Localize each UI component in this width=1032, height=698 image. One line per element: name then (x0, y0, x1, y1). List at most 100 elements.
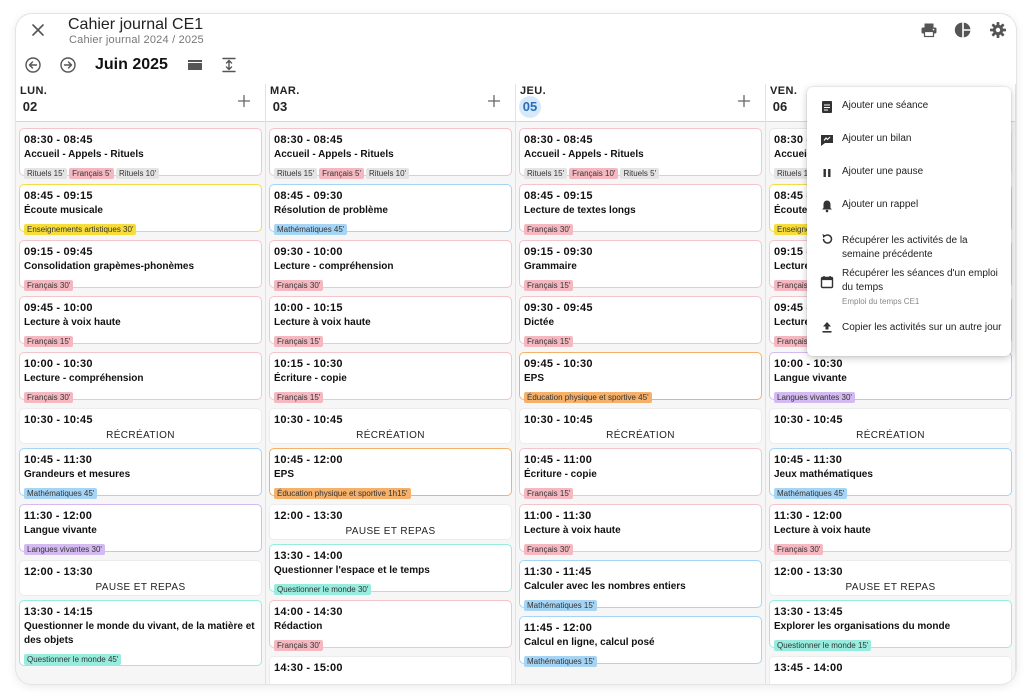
activity-time: 09:45 - 10:00 (24, 302, 93, 314)
add-icon[interactable] (487, 94, 501, 108)
page-title: Cahier journal CE1 (68, 16, 204, 33)
subject-tag: Français 30' (274, 280, 324, 291)
menu-item-label: Récupérer les séances d'un emploi du tem… (842, 267, 1002, 307)
activity-card[interactable]: 14:30 - 15:00 (269, 656, 512, 684)
activity-card[interactable]: 08:30 - 08:45 Accueil - Appels - Rituels R… (19, 128, 262, 179)
activity-time: 10:30 - 10:45 (524, 414, 593, 426)
activity-card[interactable]: 13:30 - 14:00 Questionner l'espace et le … (269, 544, 512, 595)
printer-icon[interactable] (920, 21, 938, 39)
activity-card[interactable]: 11:30 - 12:00 Langue vivante Langues vivan… (19, 504, 262, 555)
subject-tags: Éducation physique et sportive 1h15' (274, 483, 507, 501)
subject-tags: Français 30' (24, 387, 257, 405)
day-column: 08:30 - 08:45 Accueil - Appels - Rituels R… (16, 122, 266, 684)
activity-time: 10:45 - 12:00 (274, 454, 343, 466)
gear-icon[interactable] (989, 21, 1007, 39)
activity-name: Écriture - copie (524, 469, 597, 480)
subject-tags: Rituels 15' Français 5' Rituels 10' (274, 163, 507, 181)
activity-card[interactable]: 10:45 - 12:00 EPS Éducation physique et sp… (269, 448, 512, 499)
activity-name: Écriture - copie (274, 373, 347, 384)
title-bar: Cahier journal CE1 Cahier journal 2024 /… (16, 14, 1016, 56)
activity-card[interactable]: 11:45 - 12:00 Calcul en ligne, calcul pos… (519, 616, 762, 667)
activity-name: Grammaire (524, 261, 577, 272)
activity-time: 09:30 - 10:00 (274, 246, 343, 258)
day-column: 08:30 - 08:45 Accueil - Appels - Rituels R… (516, 122, 766, 684)
activity-card[interactable]: 14:00 - 14:30 Rédaction Français 30' (269, 600, 512, 651)
day-number[interactable]: 02 (22, 99, 38, 114)
activity-card[interactable]: 11:00 - 11:30 Lecture à voix haute Françai… (519, 504, 762, 555)
arrow-right-circle-icon[interactable] (59, 56, 77, 74)
activity-card[interactable]: 09:30 - 10:00 Lecture - compréhension Fran… (269, 240, 512, 291)
activity-card[interactable]: 10:45 - 11:00 Écriture - copie Français 15… (519, 448, 762, 499)
activity-card[interactable]: 09:45 - 10:00 Lecture à voix haute Françai… (19, 296, 262, 347)
subject-tag: Questionner le monde 30' (274, 584, 372, 595)
day-header-mar: MAR. 03 (266, 84, 516, 122)
activity-card[interactable]: 10:45 - 11:30 Grandeurs et mesures Mathéma… (19, 448, 262, 499)
activity-card[interactable]: 11:30 - 11:45 Calculer avec les nombres e… (519, 560, 762, 611)
pie-chart-icon[interactable] (954, 21, 972, 39)
menu-item-subtitle: Emploi du temps CE1 (842, 297, 920, 306)
subject-tag: Français 15' (774, 280, 824, 291)
day-header-jeu: JEU. 05 (516, 84, 766, 122)
activity-card[interactable]: 08:45 - 09:30 Résolution de problème Mathé… (269, 184, 512, 235)
day-header-ven: VEN. 06 (766, 84, 1016, 122)
day-number[interactable]: 06 (772, 99, 788, 114)
activity-card[interactable]: 08:45 - 09:15 Écoute musicale Enseignement… (19, 184, 262, 235)
subject-tags: Français 30' (774, 539, 1007, 557)
activity-card[interactable]: 09:45 - 10:30 EPS Éducation physique et sp… (519, 352, 762, 403)
day-number[interactable]: 03 (272, 99, 288, 114)
activity-time: 10:45 - 11:00 (524, 454, 593, 466)
activity-card[interactable]: 10:45 - 11:30 Jeux mathématiques Mathémati… (769, 448, 1012, 499)
subject-tag: Rituels 5' (620, 168, 660, 179)
activity-name: Lecture à voix haute (524, 525, 621, 536)
activity-name: Accueil - Appels - Rituels (524, 149, 644, 160)
activity-time: 11:30 - 11:45 (524, 566, 592, 578)
activity-card[interactable]: 10:00 - 10:30 Langue vivante Langues vivan… (769, 352, 1012, 403)
activity-card[interactable]: 09:15 - 09:45 Consolidation grapèmes-phon… (19, 240, 262, 291)
day-number[interactable]: 05 (519, 96, 541, 118)
activity-name: Lecture à voix haute (274, 317, 371, 328)
activity-card[interactable]: 13:45 - 14:00 (769, 656, 1012, 684)
menu-item-text: Ajouter une séance (842, 100, 929, 111)
activity-card[interactable]: 10:00 - 10:30 Lecture - compréhension Fran… (19, 352, 262, 403)
activity-name: Questionner le monde du vivant, de la ma… (24, 621, 255, 646)
subject-tag: Français 30' (774, 544, 824, 555)
menu-item-text: Ajouter une pause (842, 166, 924, 177)
add-icon[interactable] (737, 94, 751, 108)
activity-card[interactable]: 08:30 - 08:45 Accueil - Appels - Rituels R… (269, 128, 512, 179)
add-icon[interactable] (237, 94, 251, 108)
activity-time: 13:30 - 14:00 (274, 550, 343, 562)
subject-tags: Mathématiques 15' (524, 651, 757, 669)
menu-item-text: Ajouter un bilan (842, 133, 912, 144)
break-label: PAUSE ET REPAS (95, 582, 186, 593)
bell-icon (822, 200, 832, 213)
activity-name: Lecture de textes longs (524, 205, 636, 216)
activity-time: 10:00 - 10:15 (274, 302, 343, 314)
activity-time: 12:00 - 13:30 (774, 566, 843, 578)
activity-time: 12:00 - 13:30 (274, 510, 343, 522)
arrow-left-circle-icon[interactable] (24, 56, 42, 74)
activity-card[interactable]: 11:30 - 12:00 Lecture à voix haute Françai… (769, 504, 1012, 555)
activity-time: 08:45 - 09:30 (274, 190, 343, 202)
current-month[interactable]: Juin 2025 (95, 56, 168, 73)
activity-card[interactable]: 08:30 - 08:45 Accueil - Appels - Rituels R… (519, 128, 762, 179)
subject-tags: Langues vivantes 30' (774, 387, 1007, 405)
menu-item-label: Ajouter un bilan (842, 132, 1002, 146)
activity-card[interactable]: 13:30 - 14:15 Questionner le monde du viv… (19, 600, 262, 666)
activity-time: 10:00 - 10:30 (774, 358, 843, 370)
rating-icon (821, 135, 833, 146)
day-column: 08:30 - 08:45 Accueil - Appels - Rituels R… (266, 122, 516, 684)
activity-card[interactable]: 10:00 - 10:15 Lecture à voix haute Françai… (269, 296, 512, 347)
activity-card[interactable]: 09:15 - 09:30 Grammaire Français 15' (519, 240, 762, 291)
close-icon[interactable] (28, 20, 48, 40)
subject-tags: Français 30' (274, 635, 507, 653)
activity-card[interactable]: 13:30 - 13:45 Explorer les organisations … (769, 600, 1012, 651)
subject-tag: Français 30' (24, 280, 74, 291)
activity-card[interactable]: 08:45 - 09:15 Lecture de textes longs Fran… (519, 184, 762, 235)
vertical-expand-icon[interactable] (220, 56, 238, 74)
activity-time: 13:45 - 14:00 (774, 662, 843, 674)
view-icon[interactable] (186, 56, 204, 74)
activity-card[interactable]: 09:30 - 09:45 Dictée Français 15' (519, 296, 762, 347)
activity-card[interactable]: 10:15 - 10:30 Écriture - copie Français 15… (269, 352, 512, 403)
activity-name: Jeux mathématiques (774, 469, 873, 480)
activity-time: 10:45 - 11:30 (24, 454, 93, 466)
